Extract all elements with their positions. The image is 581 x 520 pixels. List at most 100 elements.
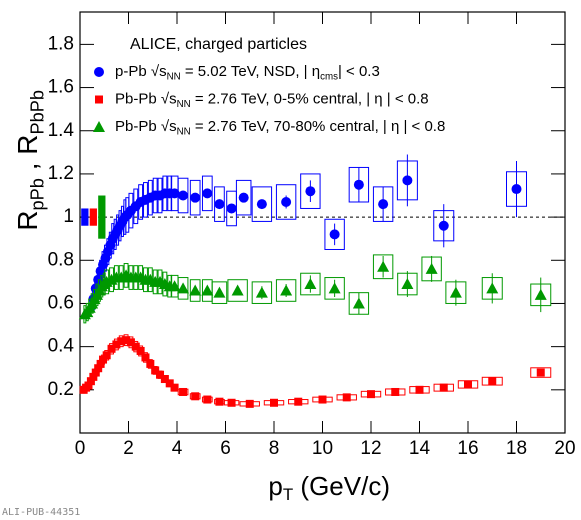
marker: [280, 284, 293, 296]
x-tick-label: 12: [360, 438, 381, 459]
marker: [255, 286, 268, 298]
y-tick-label: 1.4: [48, 120, 75, 141]
marker: [117, 337, 126, 346]
marker: [107, 344, 116, 353]
x-tick-label: 2: [123, 438, 134, 459]
x-tick-label: 4: [172, 438, 183, 459]
marker: [156, 370, 165, 379]
marker: [415, 385, 424, 394]
text-part: Pb-Pb √s: [115, 118, 177, 135]
marker: [449, 286, 462, 298]
sys-box: [211, 281, 228, 304]
marker: [511, 184, 522, 195]
sys-box: [275, 279, 297, 302]
x-tick-label: 20: [554, 438, 575, 459]
subscript: cms: [320, 71, 338, 82]
text-part: p: [268, 471, 282, 501]
marker: [488, 377, 497, 386]
marker: [214, 199, 225, 210]
sys-box: [300, 173, 321, 209]
marker: [391, 387, 400, 396]
x-tick-label: 14: [409, 438, 431, 459]
sys-box: [227, 279, 248, 302]
legend-marker: [94, 67, 104, 77]
marker: [425, 262, 438, 274]
marker: [169, 188, 180, 199]
norm-uncertainty: [81, 208, 89, 226]
text-part: Pb-Pb √s: [115, 90, 177, 107]
sys-box: [177, 277, 189, 300]
sys-box: [275, 184, 297, 220]
y-tick-label: 0.4: [48, 336, 75, 357]
marker: [270, 398, 278, 407]
subscript: T: [283, 485, 293, 504]
marker: [102, 351, 111, 360]
rich-text: RpPb , RPbPb: [12, 90, 47, 231]
marker: [160, 375, 169, 384]
subscript: pPb: [27, 178, 47, 210]
x-tick-label: 10: [312, 438, 333, 459]
marker: [226, 203, 237, 214]
sys-box: [251, 281, 273, 304]
x-tick-label: 0: [75, 438, 86, 459]
marker: [94, 364, 103, 373]
text-part: , R: [12, 135, 43, 179]
y-tick-label: 1.8: [48, 33, 74, 54]
marker: [377, 260, 390, 272]
marker: [131, 342, 140, 351]
marker: [305, 186, 316, 197]
marker: [170, 383, 179, 392]
marker: [256, 199, 267, 210]
marker: [191, 392, 200, 401]
sys-box: [324, 218, 345, 250]
marker: [486, 282, 499, 294]
marker: [439, 383, 448, 392]
text-part: = 2.76 TeV, 0-5% central, | η | < 0.8: [191, 90, 429, 107]
marker: [202, 188, 213, 199]
legend-marker: [93, 121, 105, 132]
y-tick-label: 0.8: [48, 249, 74, 270]
marker: [352, 297, 365, 309]
marker: [168, 280, 181, 292]
marker: [534, 288, 547, 300]
marker: [165, 379, 174, 388]
marker: [231, 284, 244, 296]
marker: [367, 390, 375, 399]
marker: [213, 286, 226, 298]
x-tick-label: 18: [506, 438, 527, 459]
sys-box: [300, 272, 321, 296]
norm-uncertainty: [98, 195, 106, 239]
marker: [318, 395, 327, 404]
marker: [189, 284, 202, 296]
marker: [353, 179, 364, 190]
marker: [112, 340, 121, 349]
marker: [177, 282, 190, 294]
marker: [126, 338, 135, 347]
y-tick-label: 1: [63, 206, 74, 227]
marker: [245, 399, 254, 408]
marker: [329, 229, 340, 240]
marker: [328, 282, 341, 294]
sys-box: [189, 279, 201, 302]
marker: [96, 359, 105, 368]
text-part: | < 0.3: [338, 63, 380, 80]
subscript: PbPb: [27, 90, 47, 135]
text-part: = 5.02 TeV, NSD, | η: [181, 63, 320, 80]
marker: [294, 397, 303, 406]
text-part: = 2.76 TeV, 70-80% central, | η | < 0.8: [191, 118, 446, 135]
marker: [141, 353, 150, 362]
subscript: NN: [177, 126, 191, 137]
watermark: ALI-PUB-44351: [2, 507, 80, 518]
marker: [464, 380, 472, 389]
marker: [136, 346, 145, 355]
text-part: (GeV/c): [293, 471, 390, 501]
subscript: NN: [177, 99, 191, 110]
x-tick-label: 6: [220, 438, 231, 459]
marker: [84, 381, 93, 390]
marker: [536, 368, 545, 377]
marker: [178, 190, 189, 201]
marker: [89, 372, 98, 381]
sys-box: [530, 367, 552, 378]
rich-text: pT (GeV/c): [268, 471, 390, 504]
